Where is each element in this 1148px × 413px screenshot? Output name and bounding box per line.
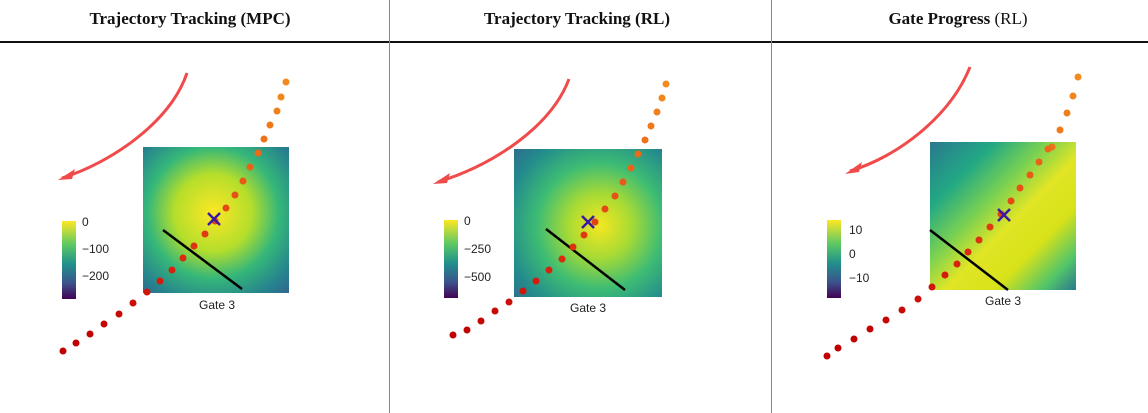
column-title-rl: Trajectory Tracking (RL) <box>483 9 670 28</box>
trajectory-dots <box>823 73 1082 360</box>
arrow-head-icon <box>433 173 450 184</box>
gate-line <box>929 229 1009 291</box>
arrow-icon <box>437 78 571 184</box>
gate-line <box>545 228 626 291</box>
colorbar-tick: 0 <box>82 215 89 229</box>
gate-line <box>162 228 243 291</box>
panel-mpc: 0 −100 −200 Gate 3 <box>0 43 380 413</box>
arrow-icon <box>61 72 189 180</box>
arrow-head-icon <box>845 162 862 174</box>
gate-label: Gate 3 <box>198 298 236 312</box>
panel-gate-progress-graphic <box>823 66 1082 360</box>
column-title-mpc: Trajectory Tracking (MPC) <box>89 9 291 28</box>
panel-rl: 0 −250 −500 Gate 3 <box>383 43 763 413</box>
panel-rl-graphic <box>433 78 670 339</box>
colorbar <box>62 221 76 299</box>
column-divider-1 <box>389 0 390 413</box>
colorbar <box>444 220 458 298</box>
colorbar-tick: 0 <box>849 247 856 261</box>
x-marker-icon <box>207 212 221 226</box>
arrow-icon <box>849 66 972 173</box>
x-marker-icon <box>581 215 595 229</box>
panel-gate-progress: 10 0 −10 Gate 3 <box>772 43 1148 413</box>
column-divider-2 <box>771 0 772 413</box>
colorbar <box>827 220 841 298</box>
figure-header: Trajectory Tracking (MPC) Trajectory Tra… <box>0 0 1148 43</box>
trajectory-dots <box>449 80 670 339</box>
gate-label: Gate 3 <box>569 301 607 315</box>
arrow-head-icon <box>58 169 75 180</box>
colorbar-tick: 0 <box>464 214 471 228</box>
colorbar-tick: −10 <box>849 271 870 285</box>
column-title-gate-progress: Gate Progress (RL) <box>888 9 1028 28</box>
header-rule <box>0 41 1148 43</box>
panel-mpc-graphic <box>58 72 290 355</box>
colorbar-tick: −100 <box>82 242 110 256</box>
colorbar-tick: −500 <box>464 270 492 284</box>
x-marker-icon <box>997 208 1011 222</box>
gate-label: Gate 3 <box>984 294 1022 308</box>
colorbar-tick: −250 <box>464 242 492 256</box>
colorbar-tick: 10 <box>849 223 863 237</box>
colorbar-tick: −200 <box>82 269 110 283</box>
